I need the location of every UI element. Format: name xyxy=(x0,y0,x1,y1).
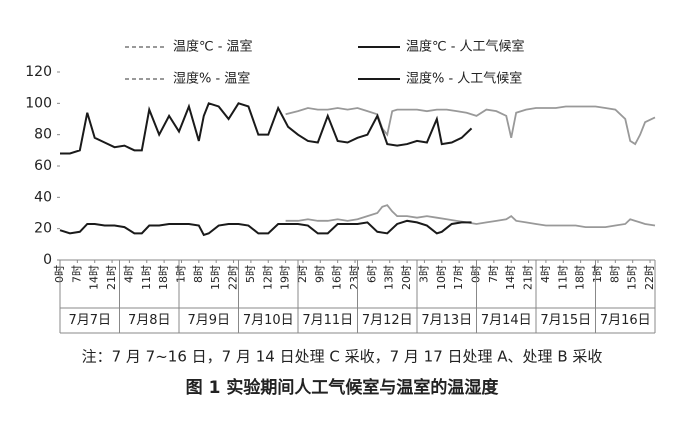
x-tick-label: 9时 xyxy=(313,265,326,283)
x-group-label: 7月15日 xyxy=(540,313,591,328)
x-tick-label: 18时 xyxy=(157,265,170,290)
x-tick-label: 5时 xyxy=(244,265,257,283)
x-tick-label: 12时 xyxy=(261,265,274,290)
y-tick-label: 40 xyxy=(34,189,52,205)
line xyxy=(285,105,656,146)
x-tick-label: 1时 xyxy=(591,265,604,283)
x-tick-label: 22时 xyxy=(643,265,656,290)
x-tick-label: 3时 xyxy=(417,265,430,283)
line xyxy=(285,204,656,228)
x-tick-label: 4时 xyxy=(539,265,552,283)
x-tick-label: 11时 xyxy=(140,265,153,290)
legend-label: 湿度% - 温室 xyxy=(173,71,250,87)
x-tick-label: 4时 xyxy=(122,265,135,283)
y-tick-label: 60 xyxy=(34,158,52,174)
x-group-label: 7月10日 xyxy=(243,313,294,328)
x-tick-label: 22时 xyxy=(227,265,240,290)
x-tick-label: 17时 xyxy=(452,265,465,290)
x-tick-label: 19时 xyxy=(279,265,292,290)
x-tick-label: 14时 xyxy=(504,265,517,290)
caption: 图 1 实验期间人工气候室与温室的温湿度 xyxy=(186,377,500,398)
x-tick-label: 14时 xyxy=(88,265,101,290)
x-tick-label: 15时 xyxy=(626,265,639,290)
x-tick-label: 15时 xyxy=(209,265,222,290)
x-group-label: 7月16日 xyxy=(600,313,651,328)
note: 注：7 月 7~16 日，7 月 14 日处理 C 采收，7 月 17 日处理 … xyxy=(82,348,603,366)
x-tick-label: 13时 xyxy=(383,265,396,290)
x-group-label: 7月7日 xyxy=(68,313,111,328)
x-tick-label: 1时 xyxy=(174,265,187,283)
y-tick-label: 120 xyxy=(25,64,52,80)
x-tick-label: 10时 xyxy=(435,265,448,290)
x-group-label: 7月11日 xyxy=(302,313,353,328)
x-group-label: 7月13日 xyxy=(421,313,472,328)
line xyxy=(60,102,473,155)
x-tick-label: 20时 xyxy=(400,265,413,290)
legend-label: 温度℃ - 人工气候室 xyxy=(406,39,525,55)
x-group-label: 7月8日 xyxy=(128,313,171,328)
x-tick-label: 7时 xyxy=(487,265,500,283)
x-tick-label: 8时 xyxy=(608,265,621,283)
x-tick-label: 8时 xyxy=(192,265,205,283)
x-tick-label: 7时 xyxy=(70,265,83,283)
line xyxy=(59,219,472,237)
y-tick-label: 20 xyxy=(34,221,52,237)
x-group-label: 7月14日 xyxy=(481,313,532,328)
y-tick-label: 0 xyxy=(43,252,52,268)
x-tick-label: 18时 xyxy=(574,265,587,290)
x-tick-label: 21时 xyxy=(522,265,535,290)
y-tick-label: 100 xyxy=(25,95,52,111)
x-tick-label: 2时 xyxy=(296,265,309,283)
x-tick-label: 23时 xyxy=(348,265,361,290)
legend-label: 湿度% - 人工气候室 xyxy=(406,71,522,87)
x-group-label: 7月12日 xyxy=(362,313,413,328)
x-group-label: 7月9日 xyxy=(187,313,230,328)
x-tick-label: 6时 xyxy=(365,265,378,283)
x-tick-label: 11时 xyxy=(556,265,569,290)
x-tick-label: 21时 xyxy=(105,265,118,290)
y-tick-label: 80 xyxy=(34,127,52,143)
legend-label: 温度℃ - 温室 xyxy=(173,39,253,55)
x-tick-label: 16时 xyxy=(331,265,344,290)
